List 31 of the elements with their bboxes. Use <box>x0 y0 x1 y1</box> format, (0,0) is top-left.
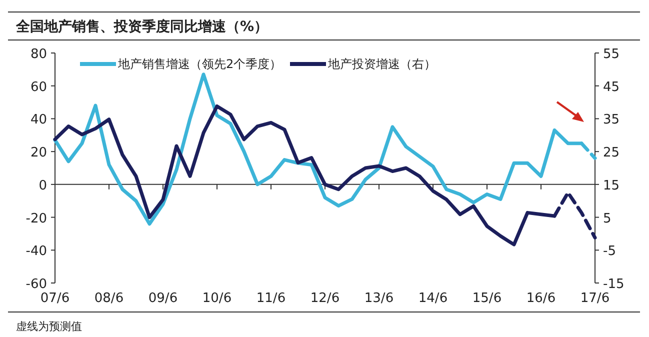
y2-tick-label: 45 <box>603 80 620 95</box>
x-tick-label: 10/6 <box>202 291 232 306</box>
x-tick-label: 17/6 <box>580 291 610 306</box>
x-tick-label: 15/6 <box>472 291 502 306</box>
x-tick-label: 08/6 <box>94 291 124 306</box>
y-tick-label: 20 <box>30 146 47 161</box>
y2-tick-label: -15 <box>603 277 624 292</box>
chart-title: 全国地产销售、投资季度同比增速（%） <box>15 18 268 35</box>
y2-tick-label: 15 <box>603 178 620 194</box>
y-tick-label: -60 <box>26 277 47 292</box>
y-tick-label: -40 <box>26 244 47 260</box>
y-tick-label: 0 <box>38 178 47 194</box>
legend-label: 地产销售增速（领先2个季度） <box>117 57 282 71</box>
y-tick-label: 60 <box>30 80 47 95</box>
y-tick-label: -20 <box>26 211 47 226</box>
x-tick-label: 11/6 <box>256 291 286 306</box>
x-tick-label: 14/6 <box>418 291 448 306</box>
x-tick-label: 09/6 <box>148 291 178 306</box>
x-tick-label: 12/6 <box>310 291 340 306</box>
x-tick-label: 16/6 <box>526 291 556 306</box>
y2-tick-label: 55 <box>603 47 620 62</box>
x-tick-label: 07/6 <box>40 291 70 306</box>
text: 虚线为预测值 <box>16 320 82 333</box>
y-tick-label: 80 <box>30 47 47 62</box>
y-tick-label: 40 <box>30 112 47 128</box>
legend-label: 地产投资增速（右） <box>327 57 436 71</box>
y2-tick-label: 5 <box>603 211 612 226</box>
y2-tick-label: 25 <box>603 146 620 161</box>
y2-tick-label: 35 <box>603 112 620 128</box>
y2-tick-label: -5 <box>603 244 616 260</box>
x-tick-label: 13/6 <box>364 291 394 306</box>
